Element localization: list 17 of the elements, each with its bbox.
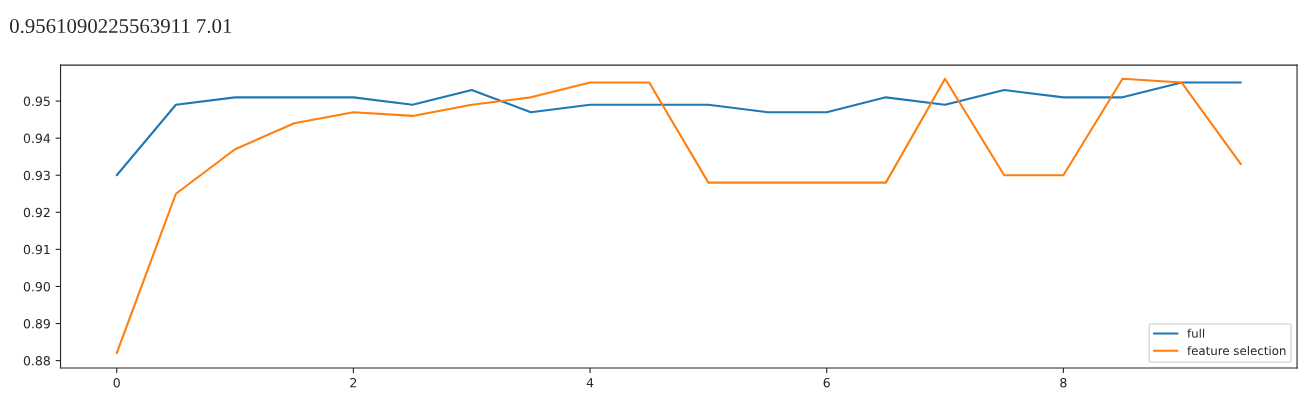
x-tick-label: 4	[586, 378, 594, 388]
y-tick-label: 0.92	[23, 207, 50, 218]
x-tick-label: 0	[113, 377, 120, 388]
y-tick-label: 0.93	[23, 170, 50, 181]
x-tick-label: 8	[1060, 377, 1067, 388]
legend-label: feature selection	[1187, 345, 1286, 356]
legend-label: full	[1187, 328, 1205, 338]
y-tick-label: 0.94	[23, 133, 51, 144]
y-tick-label: 0.89	[23, 319, 50, 329]
x-tick-label: 6	[823, 377, 830, 388]
text: 0.9561090225563911 7.01	[10, 18, 232, 34]
x-tick-label: 2	[350, 377, 357, 388]
y-tick-label: 0.91	[23, 244, 50, 255]
y-tick-label: 0.88	[23, 356, 50, 366]
y-tick-label: 0.90	[23, 281, 50, 292]
y-tick-label: 0.95	[23, 96, 50, 106]
line-series	[115, 81, 1242, 177]
